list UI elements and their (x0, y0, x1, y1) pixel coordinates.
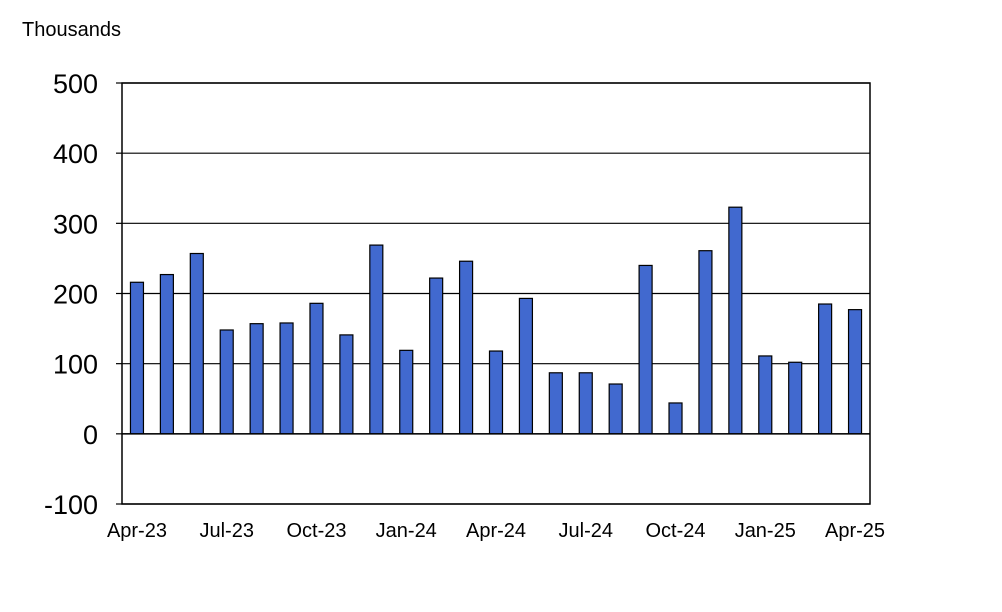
bar-Apr-25 (847, 309, 863, 435)
x-tick-label: Apr-23 (107, 520, 167, 542)
bar-Apr-23 (129, 281, 145, 435)
y-tick-label: 300 (53, 209, 98, 239)
bar-Sep-23 (279, 322, 294, 435)
bar-Feb-25 (788, 361, 803, 435)
x-tick-label: Jul-23 (199, 520, 253, 542)
x-tick-labels: Apr-23 Jul-23 Oct-23 Jan-24 Apr-24 Jul-24 Oct-… (107, 520, 885, 542)
bar-Dec-24 (728, 206, 743, 435)
bar-Jan-24 (399, 349, 414, 435)
bar-Sep-24 (638, 264, 653, 435)
bar-Nov-23 (339, 334, 354, 435)
bar-Oct-24 (668, 402, 683, 435)
x-tick-label: Apr-25 (825, 520, 885, 542)
bar-Oct-23 (309, 302, 324, 435)
gridlines (122, 82, 870, 505)
plot-frame (121, 82, 871, 505)
y-tick-label: 400 (53, 139, 98, 169)
bar-Aug-24 (608, 383, 623, 435)
bar-Aug-23 (249, 323, 264, 435)
axes (116, 82, 870, 505)
bar-May-24 (518, 297, 534, 435)
bar-Jul-24 (578, 372, 593, 435)
bar-Nov-24 (698, 250, 713, 435)
bar-Jun-23 (189, 252, 204, 435)
x-tick-label: Jan-24 (376, 520, 437, 542)
y-tick-label: 0 (83, 420, 98, 450)
x-tick-label: Jul-24 (559, 520, 613, 542)
x-tick-label: Apr-24 (466, 520, 526, 542)
y-tick-label: 200 (53, 280, 98, 310)
bar-Mar-24 (458, 260, 474, 435)
bar-May-23 (159, 273, 174, 435)
bar-Jan-25 (758, 355, 773, 435)
bar-Dec-23 (369, 244, 384, 435)
bar-Jul-23 (219, 329, 234, 435)
bars (129, 206, 863, 435)
y-tick-label: 500 (53, 69, 98, 99)
unit-label: Thousands (22, 19, 121, 41)
bar-Jun-24 (548, 372, 563, 435)
y-tick-labels: 500 400 300 200 100 0 -100 (44, 69, 98, 520)
y-tick-label: 100 (53, 350, 98, 380)
y-tick-label: -100 (44, 490, 98, 520)
bar-Feb-24 (429, 277, 444, 435)
x-tick-label: Oct-23 (286, 520, 346, 542)
x-tick-label: Jan-25 (735, 520, 796, 542)
bar-Apr-24 (488, 350, 504, 435)
bar-Mar-25 (818, 303, 833, 435)
x-tick-label: Oct-24 (646, 520, 706, 542)
